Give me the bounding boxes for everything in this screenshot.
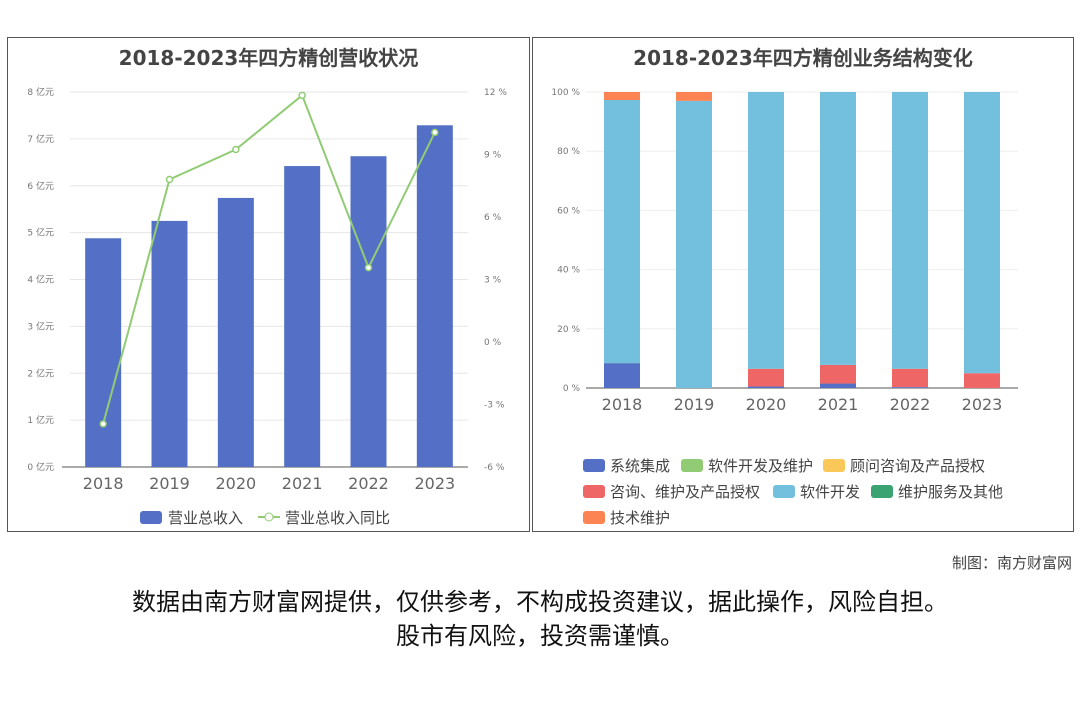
structure-chart-panel: 2018-2023年四方精创业务结构变化 0 % 20 % 40 % 60 % 80 %… bbox=[532, 37, 1074, 532]
x-tick-label: 2022 bbox=[348, 474, 389, 493]
legend-swatch bbox=[264, 512, 274, 522]
line-point bbox=[99, 420, 107, 428]
x-tick-label: 2023 bbox=[962, 395, 1003, 414]
x-tick-label: 2020 bbox=[215, 474, 256, 493]
x-tick-label: 2018 bbox=[83, 474, 124, 493]
bar bbox=[416, 125, 453, 467]
left-tick-label: 2 亿元 bbox=[27, 367, 54, 379]
right-tick-label: 3 % bbox=[484, 276, 502, 286]
stacked-segment bbox=[964, 92, 1000, 374]
x-tick-label: 2021 bbox=[818, 395, 859, 414]
x-tick-label: 2019 bbox=[149, 474, 190, 493]
legend-swatch bbox=[583, 511, 605, 524]
line-point bbox=[298, 91, 306, 100]
legend-swatch bbox=[773, 485, 795, 498]
stacked-segment bbox=[604, 99, 640, 364]
legend-swatch bbox=[583, 459, 605, 472]
left-tick-label: 1 亿元 bbox=[27, 414, 54, 426]
stacked-segment bbox=[820, 364, 856, 384]
bar bbox=[217, 197, 254, 467]
legend-label: 顾问咨询及产品授权 bbox=[850, 457, 985, 475]
legend-swatch bbox=[140, 511, 162, 524]
legend-swatch bbox=[681, 459, 703, 472]
stacked-segment bbox=[748, 368, 784, 387]
disclaimer-line-2: 股市有风险，投资需谨慎。 bbox=[396, 622, 684, 650]
stacked-segment bbox=[604, 363, 640, 388]
line-point bbox=[165, 175, 174, 184]
x-tick-label: 2023 bbox=[414, 474, 455, 493]
left-tick-label: 5 亿元 bbox=[27, 227, 54, 239]
right-tick-label: 12 % bbox=[484, 88, 507, 98]
stacked-segment bbox=[820, 92, 856, 365]
bar bbox=[85, 238, 122, 467]
left-tick-label: 0 亿元 bbox=[27, 461, 54, 473]
stacked-segment bbox=[676, 92, 712, 101]
stacked-segment bbox=[892, 368, 928, 388]
right-tick-label: 0 % bbox=[484, 338, 502, 348]
right-tick-label: 9 % bbox=[484, 151, 502, 161]
legend-label: 软件开发 bbox=[800, 483, 860, 501]
legend-label: 营业总收入 bbox=[168, 509, 243, 527]
x-tick-label: 2021 bbox=[282, 474, 323, 493]
chart-title: 2018-2023年四方精创营收状况 bbox=[118, 46, 419, 70]
revenue-chart-panel: 2018-2023年四方精创营收状况 0 亿元 1 亿元 2 亿元 3 亿元 4 亿元 5… bbox=[7, 37, 530, 532]
line-point bbox=[431, 128, 439, 137]
right-tick-label: -6 % bbox=[484, 463, 505, 473]
y-tick-label: 20 % bbox=[557, 325, 580, 335]
y-tick-label: 40 % bbox=[557, 266, 580, 276]
structure-chart: 0 % 20 % 40 % 60 % 80 % 100 % 2018 2019 2020 2021… bbox=[551, 88, 1018, 527]
line-point bbox=[232, 145, 240, 154]
left-tick-label: 7 亿元 bbox=[27, 133, 54, 145]
y-tick-label: 100 % bbox=[551, 88, 580, 98]
right-tick-label: -3 % bbox=[484, 401, 505, 411]
stacked-segment bbox=[892, 387, 928, 388]
stacked-segment bbox=[892, 92, 928, 369]
stacked-segment bbox=[820, 383, 856, 388]
legend-label: 系统集成 bbox=[610, 457, 670, 475]
stacked-segment bbox=[676, 100, 712, 388]
x-tick-label: 2019 bbox=[674, 395, 715, 414]
left-tick-label: 4 亿元 bbox=[27, 274, 54, 286]
right-tick-label: 6 % bbox=[484, 213, 502, 223]
left-tick-label: 3 亿元 bbox=[27, 320, 54, 332]
stacked-segment bbox=[748, 92, 784, 369]
line-series bbox=[102, 93, 436, 425]
revenue-chart: 0 亿元 1 亿元 2 亿元 3 亿元 4 亿元 5 亿元 6 亿元 7 亿元 8 亿元 -6 %… bbox=[27, 86, 507, 527]
stacked-segment bbox=[748, 386, 784, 388]
legend-label: 软件开发及维护 bbox=[708, 457, 813, 475]
y-tick-label: 0 % bbox=[563, 384, 581, 394]
credit: 制图：南方财富网 bbox=[951, 554, 1072, 572]
chart-title: 2018-2023年四方精创业务结构变化 bbox=[633, 46, 973, 70]
x-tick-label: 2018 bbox=[602, 395, 643, 414]
left-tick-label: 8 亿元 bbox=[27, 86, 54, 98]
stacked-segment bbox=[604, 92, 640, 100]
legend-label: 营业总收入同比 bbox=[285, 509, 390, 527]
left-tick-label: 6 亿元 bbox=[27, 180, 54, 192]
x-tick-label: 2020 bbox=[746, 395, 787, 414]
legend-label: 咨询、维护及产品授权 bbox=[610, 483, 760, 501]
stacked-segment bbox=[964, 373, 1000, 388]
y-tick-label: 80 % bbox=[557, 147, 580, 157]
y-tick-label: 60 % bbox=[557, 206, 580, 216]
bar bbox=[284, 166, 321, 467]
bar bbox=[350, 156, 387, 467]
legend-label: 维护服务及其他 bbox=[898, 483, 1003, 501]
x-tick-label: 2022 bbox=[890, 395, 931, 414]
line-point bbox=[364, 263, 373, 272]
legend-swatch bbox=[583, 485, 605, 498]
legend-swatch bbox=[871, 485, 893, 498]
disclaimer-line-1: 数据由南方财富网提供，仅供参考，不构成投资建议，据此操作，风险自担。 bbox=[132, 588, 948, 616]
bar bbox=[151, 220, 188, 467]
legend-swatch bbox=[823, 459, 845, 472]
legend-label: 技术维护 bbox=[610, 509, 670, 527]
